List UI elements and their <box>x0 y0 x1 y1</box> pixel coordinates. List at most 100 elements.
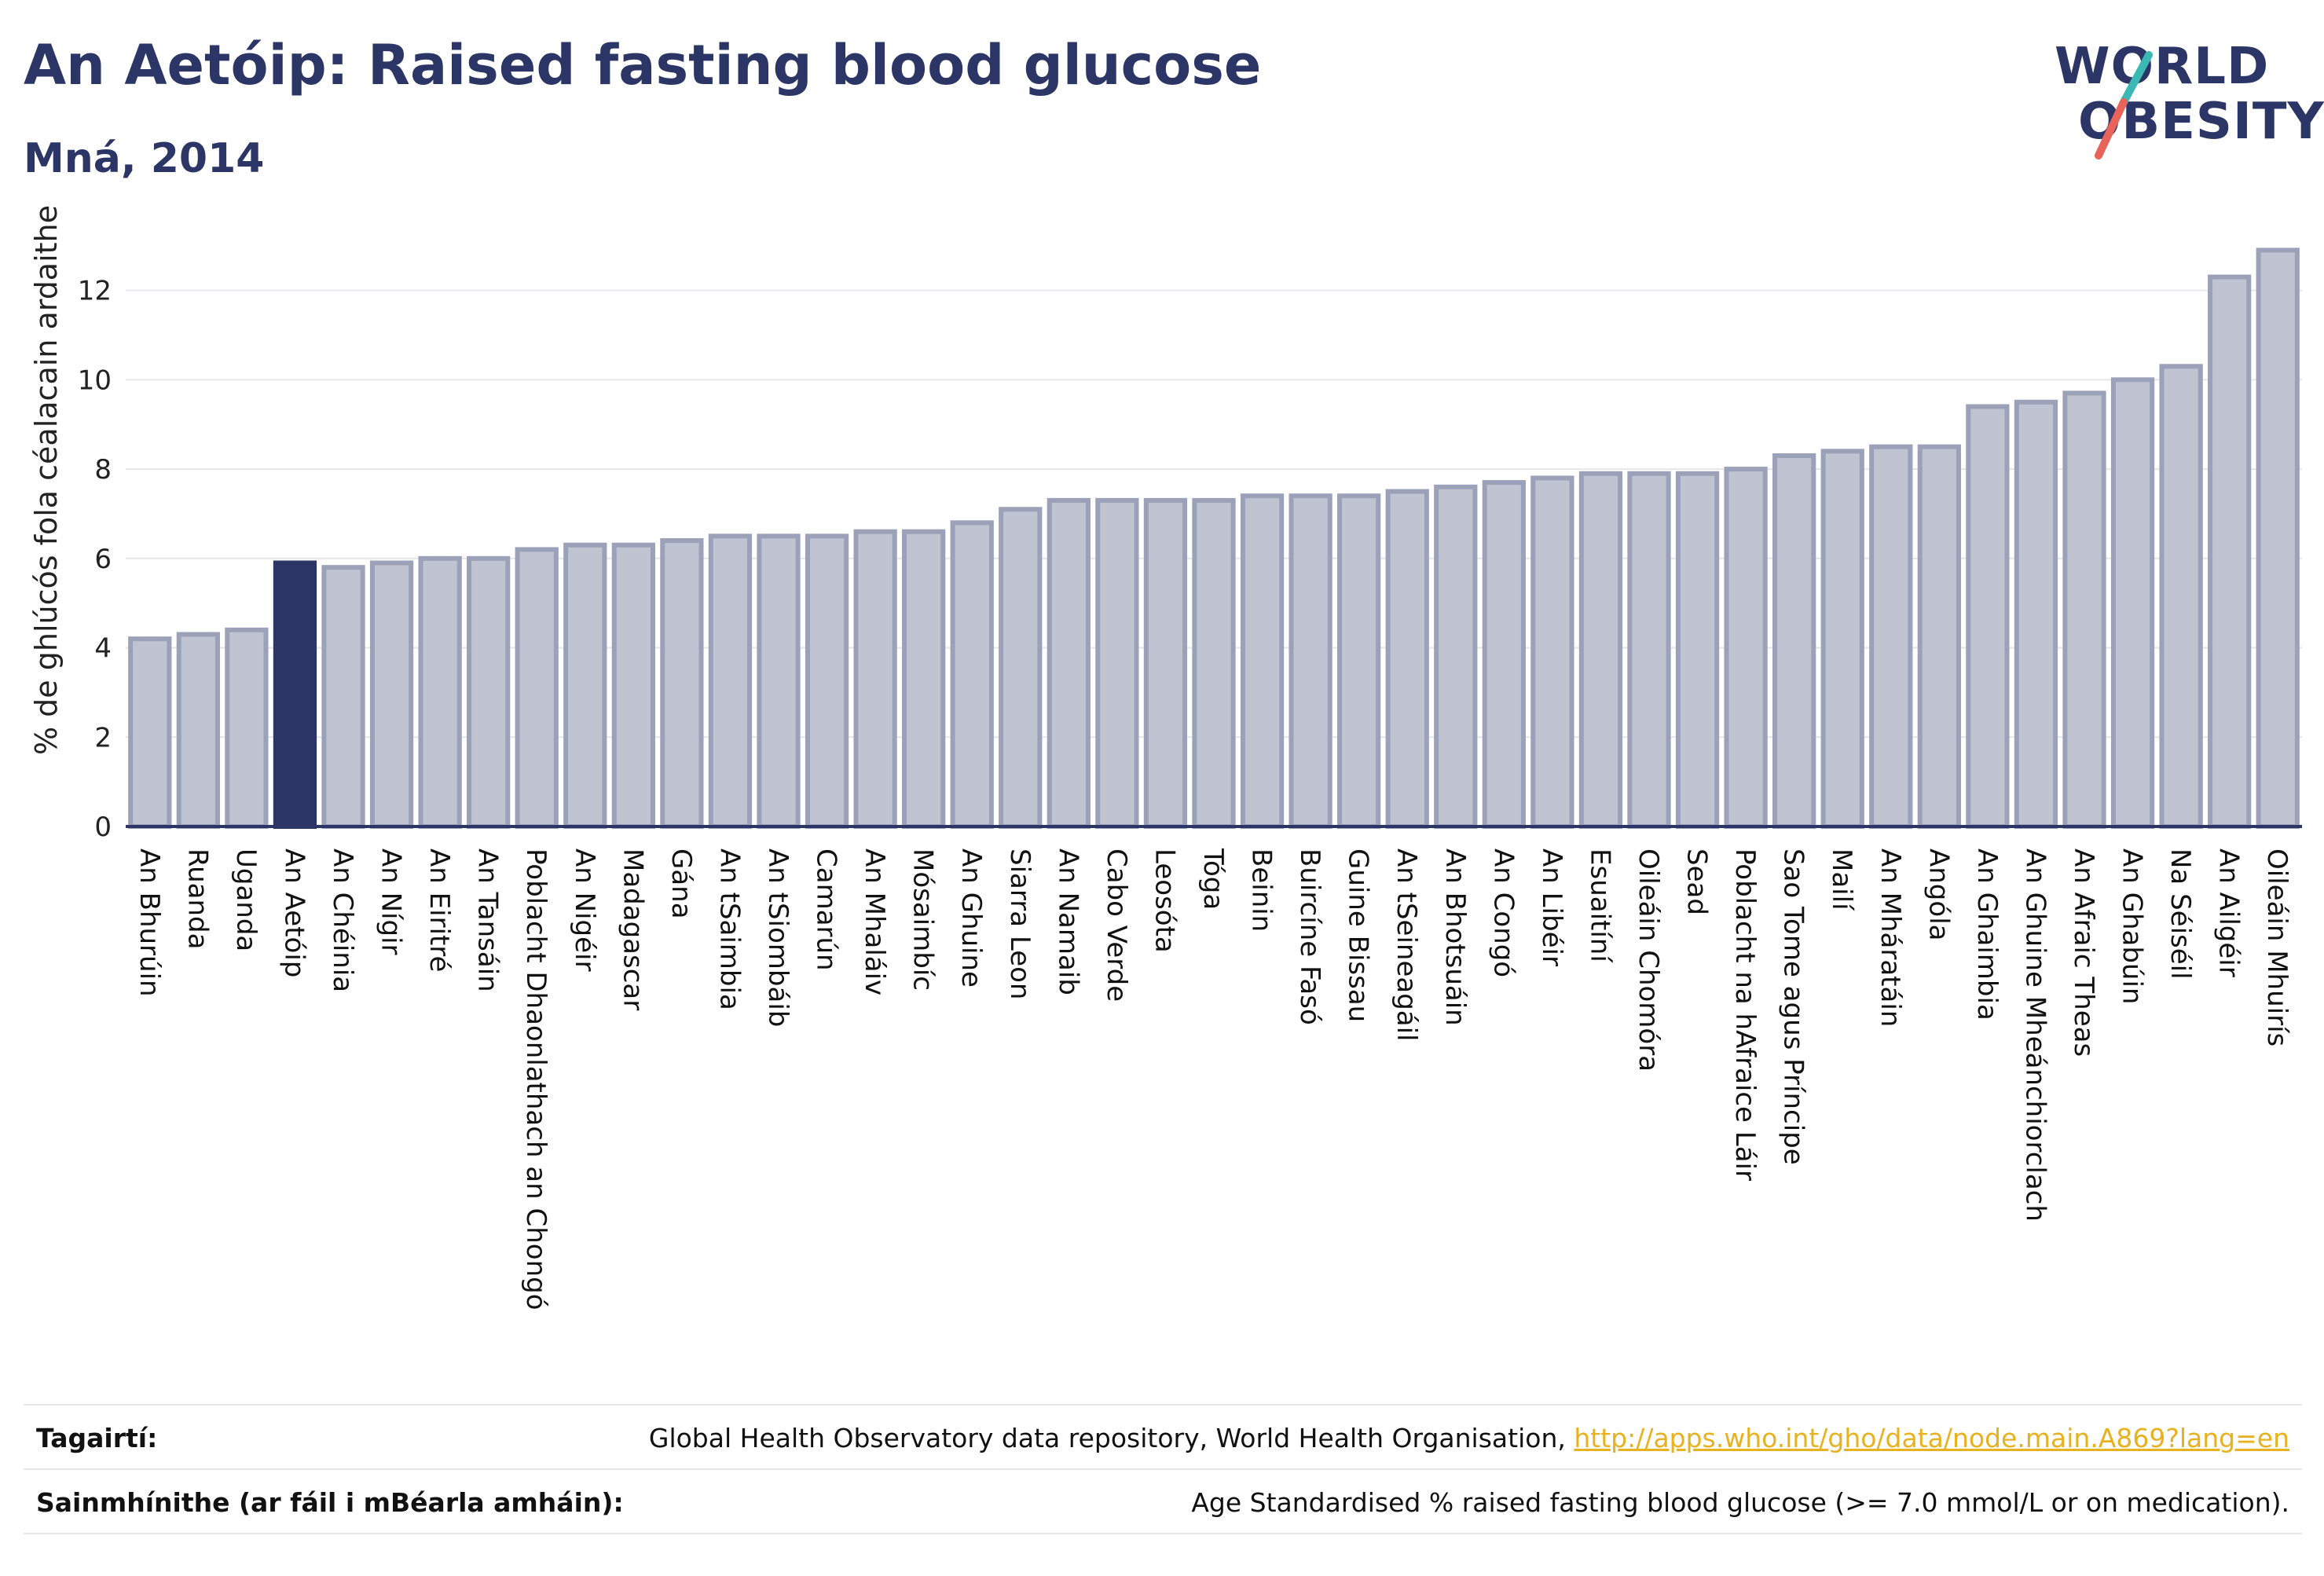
bar <box>1917 444 1961 829</box>
x-tick-label: An Ghabúin <box>2117 848 2148 1004</box>
x-tick-label: An Mhaláiv <box>859 848 890 995</box>
bar <box>1578 471 1623 829</box>
x-tick-label: Siarra Leon <box>1004 848 1036 999</box>
bar <box>273 560 317 830</box>
definitions-value: Age Standardised % raised fasting blood … <box>1191 1487 2289 1518</box>
y-tick-label: 0 <box>94 812 112 843</box>
x-tick-label: An Libéir <box>1536 848 1567 966</box>
x-tick-label: Guine Bissau <box>1343 848 1374 1022</box>
x-tick-label: Poblacht Dhaonlathach an Chongó <box>520 848 552 1310</box>
references-value: Global Health Observatory data repositor… <box>649 1423 2289 1453</box>
logo-slash-icon <box>2095 51 2153 159</box>
x-tick-label: Poblacht na hAfraice Láir <box>1729 848 1761 1181</box>
bar <box>2014 399 2058 829</box>
x-tick-label: An Nigéir <box>569 848 600 971</box>
y-tick-label: 4 <box>94 633 112 665</box>
bar <box>999 507 1043 829</box>
x-tick-label: An Mháratáin <box>1875 848 1906 1027</box>
x-tick-label: Beinin <box>1246 848 1277 932</box>
references-text: Global Health Observatory data repositor… <box>648 1423 1574 1453</box>
footer-divider <box>24 1533 2302 1534</box>
bar <box>708 533 753 829</box>
bar <box>321 565 365 829</box>
references-label: Tagairtí: <box>36 1423 158 1453</box>
x-tick-label: Leosóta <box>1149 848 1180 953</box>
x-tick-label: Madagascar <box>617 848 648 1010</box>
bar <box>950 520 994 829</box>
bar <box>2208 274 2252 829</box>
x-tick-label: Camarún <box>811 848 842 971</box>
bar <box>902 529 946 830</box>
bar <box>176 632 220 829</box>
x-tick-label: An Ghuine Mheánchiorclach <box>2019 848 2051 1222</box>
world-obesity-logo: WORLD OBESITY <box>2055 24 2324 165</box>
x-tick-label: Uganda <box>230 848 262 951</box>
bar <box>1627 471 1671 829</box>
x-tick-label: Tóga <box>1197 848 1229 910</box>
bar <box>1869 444 1913 829</box>
bar <box>1434 484 1478 830</box>
x-tick-label: An Bhurúin <box>134 848 165 997</box>
x-tick-label: An Eiritré <box>423 848 455 972</box>
x-tick-label: An Congó <box>1487 848 1519 977</box>
bar <box>2110 377 2155 830</box>
page-title: An Aetóip: Raised fasting blood glucose <box>24 33 1262 97</box>
bar <box>611 542 655 829</box>
x-tick-label: An tSiombáib <box>762 848 794 1027</box>
x-tick-label: An Ailgéir <box>2213 848 2245 977</box>
x-tick-label: Angóla <box>1923 848 1954 940</box>
bar <box>1675 471 1720 829</box>
x-tick-label: Sead <box>1681 848 1713 915</box>
references-row: Tagairtí: Global Health Observatory data… <box>24 1404 2302 1468</box>
bar <box>1482 480 1526 829</box>
x-tick-label: Oileáin Chomóra <box>1633 848 1664 1072</box>
x-tick-label: An Bhotsuáin <box>1439 848 1471 1026</box>
y-tick-label: 6 <box>94 544 112 575</box>
bar <box>757 533 801 829</box>
bar <box>2159 364 2203 829</box>
x-tick-label: An tSeineagáil <box>1391 848 1422 1042</box>
x-tick-label: An Ghuine <box>955 848 987 988</box>
bar <box>1385 489 1429 829</box>
x-tick-label: An Nígir <box>376 848 407 955</box>
x-tick-label: Cabo Verde <box>1101 848 1132 1002</box>
bar <box>1047 497 1091 830</box>
x-tick-label: Gána <box>665 848 697 919</box>
x-tick-label: An Ghaimbia <box>1971 848 2003 1021</box>
x-tick-label: Esuaitíní <box>1584 848 1615 963</box>
x-tick-label: An tSaimbia <box>713 848 745 1010</box>
bar <box>369 560 414 830</box>
bar <box>2062 390 2106 829</box>
bar <box>1337 493 1381 829</box>
bar <box>1530 475 1574 829</box>
bar-chart: 0 2 4 6 8 10 12 % de ghlúcós fola céalacain ard… <box>29 205 2302 1310</box>
bar <box>1240 493 1285 829</box>
y-tick-label: 2 <box>94 722 112 753</box>
bar <box>1095 497 1139 830</box>
x-tick-label: Mósaimbíc <box>907 848 939 991</box>
bar <box>805 533 849 829</box>
y-tick-label: 12 <box>78 276 112 307</box>
y-tick-label: 10 <box>78 365 112 396</box>
x-tick-label: Ruanda <box>181 848 213 949</box>
x-tick-label: Oileáin Mhuirís <box>2261 848 2293 1046</box>
bar <box>467 555 511 829</box>
x-tick-label: An Chéinia <box>327 848 358 992</box>
logo-text-obesity: OBESITY <box>2078 93 2324 151</box>
x-tick-label: Na Séiséil <box>2165 848 2196 980</box>
bar <box>853 529 897 830</box>
y-axis-label: % de ghlúcós fola céalacain ardaithe <box>29 205 64 755</box>
x-tick-label: An Aetóip <box>278 848 310 977</box>
bar <box>563 542 607 829</box>
x-tick-label: Buircíne Fasó <box>1294 848 1325 1025</box>
x-tick-label: Sao Tome agus Príncipe <box>1778 848 1809 1165</box>
bar <box>660 538 704 829</box>
x-tick-label: Mailí <box>1826 848 1857 911</box>
page-subtitle: Mná, 2014 <box>24 135 265 182</box>
x-tick-label: An Afraic Theas <box>2068 848 2099 1057</box>
references-link[interactable]: http://apps.who.int/gho/data/node.main.A… <box>1574 1423 2289 1453</box>
bar <box>1192 497 1236 830</box>
x-tick-label: An Tansáin <box>472 848 504 992</box>
bar <box>515 547 559 830</box>
bar <box>1820 449 1864 829</box>
